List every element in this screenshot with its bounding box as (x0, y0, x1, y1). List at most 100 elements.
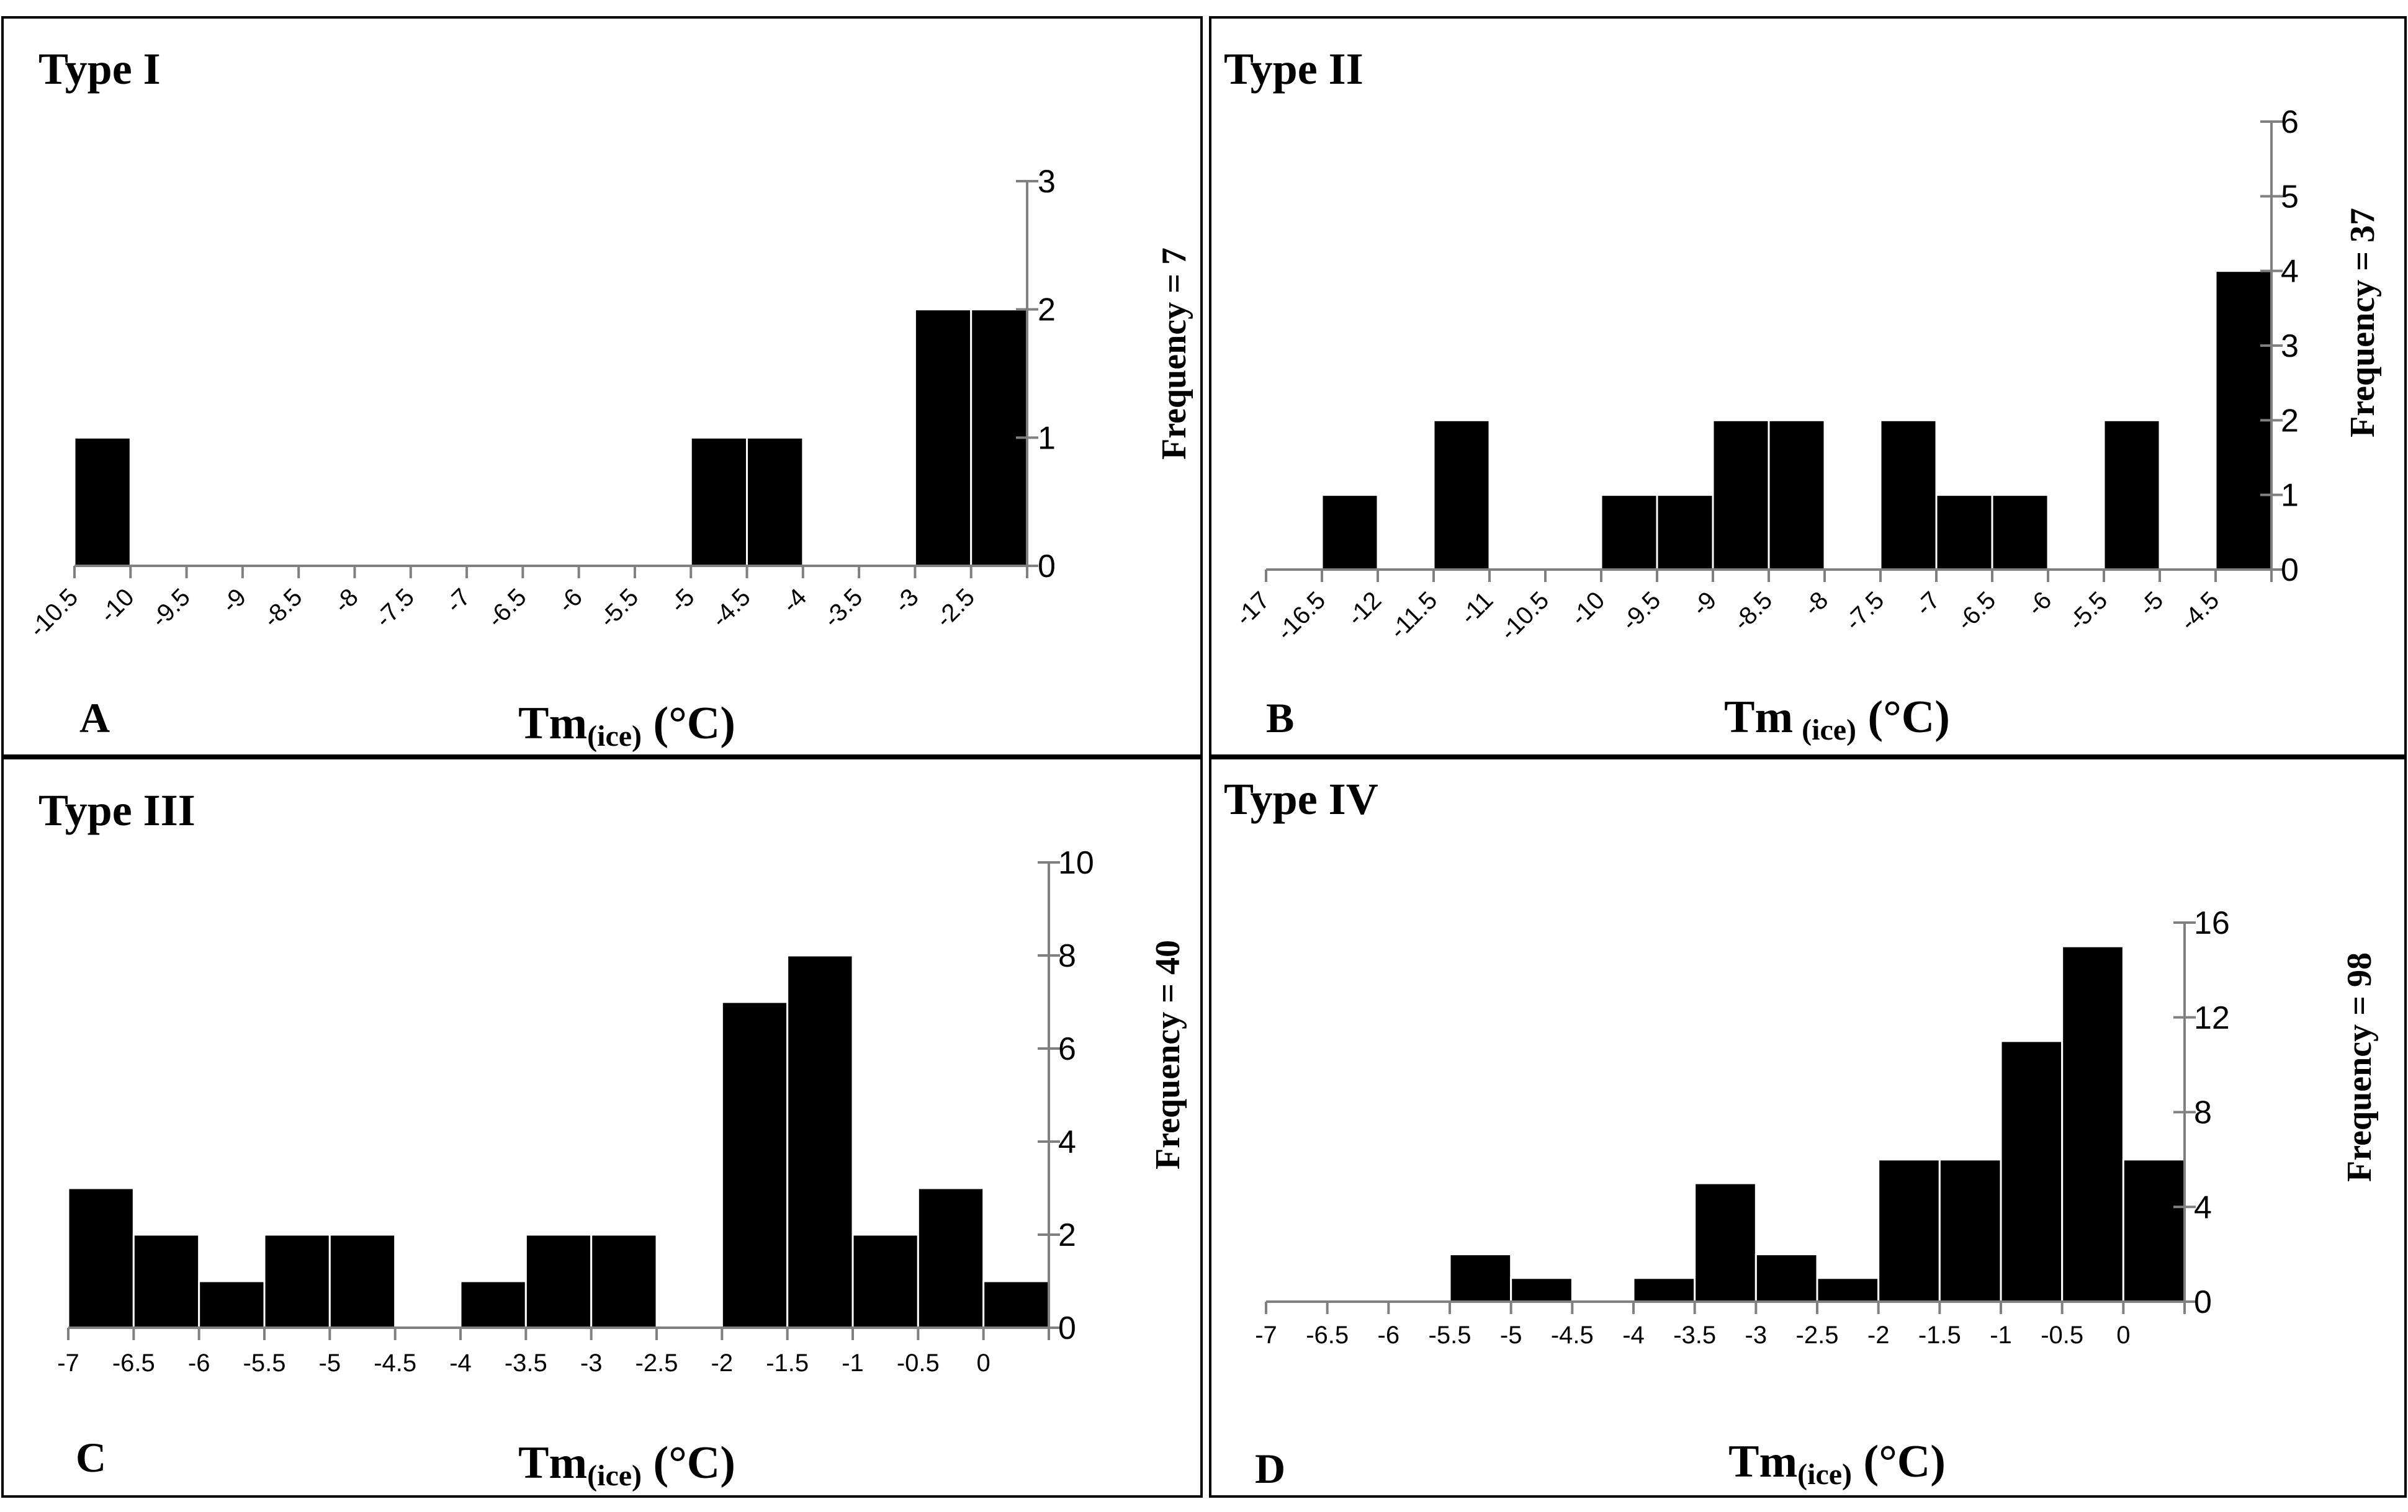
panel-a-bar (914, 308, 973, 567)
panel-d-y-tick-label: 16 (2194, 905, 2230, 941)
panel-c-x-tick-label: -3 (580, 1349, 603, 1377)
panel-b-x-tick-label: -4.5 (2175, 586, 2225, 636)
panel-d-x-tick-label: -6.5 (1306, 1322, 1349, 1349)
panel-a-y-tick-label: 1 (1038, 420, 1056, 456)
panel-b-y-tick-label: 1 (2281, 478, 2299, 514)
panel-c-bar (786, 954, 854, 1329)
panel-b-bar (1321, 494, 1379, 571)
panel-b-x-tick-label: -5.5 (2064, 586, 2113, 636)
panel-b-x-tick-label: -7.5 (1840, 586, 1890, 636)
panel-b-bar (1712, 419, 1770, 571)
panel-b: Type II B Tm (ice) (°C) Frequency = 37 -1… (1224, 44, 2382, 746)
panel-b-x-tick-label: -17 (1230, 586, 1275, 631)
panel-d-bar (1510, 1277, 1573, 1303)
panel-d-x-tick-label: -4 (1622, 1322, 1645, 1349)
panel-c-bar (328, 1233, 397, 1329)
panel-b-x-tick-label: -6.5 (1952, 586, 2001, 636)
panel-c-x-tick-label: -3.5 (505, 1349, 547, 1377)
panel-b-bar (1432, 419, 1491, 571)
panel-b-letter: B (1266, 694, 1294, 741)
panel-b-x-tick-label: -12 (1342, 586, 1386, 631)
panel-d-bar (1877, 1158, 1941, 1303)
panel-b-x-tick-label: -16.5 (1272, 586, 1331, 646)
panel-a-bar (746, 436, 804, 567)
panel-b-x-tick-label: -10.5 (1495, 586, 1555, 646)
panel-c-x-tick-label: -5.5 (243, 1349, 286, 1377)
panel-b-x-tick-label: -5 (2134, 586, 2168, 621)
panel-b-y-tick-label: 5 (2281, 179, 2299, 215)
panel-b-y-tick-label: 0 (2281, 552, 2299, 588)
panel-b-x-tick-label: -6 (2022, 586, 2057, 621)
panel-a-frame (1, 16, 1203, 757)
panel-a-x-tick-label: -8.5 (258, 583, 308, 633)
panel-a-x-tick-label: -10.5 (24, 583, 84, 643)
panel-c-bar (459, 1280, 527, 1329)
panel-b-x-tick-label: -9 (1687, 586, 1722, 621)
panel-b-bar (1991, 494, 2049, 571)
panel-d-y-tick-label: 12 (2194, 1000, 2230, 1036)
panel-c-bar (67, 1187, 135, 1329)
panel-c-x-tick-label: -7 (57, 1349, 79, 1377)
panel-c-y-tick-label: 8 (1058, 938, 1076, 974)
panel-b-y-tick-label: 3 (2281, 328, 2299, 364)
panel-b-frame (1209, 16, 2407, 757)
panel-c-bar (851, 1233, 919, 1329)
panel-c-title: Type III (38, 785, 195, 835)
panel-c-x-tick-label: -0.5 (897, 1349, 940, 1377)
panel-d-bar (1694, 1182, 1757, 1303)
panel-c-x-tick-label: -4 (449, 1349, 472, 1377)
panel-d-bar (1632, 1277, 1696, 1303)
panel-d-x-tick-label: -6 (1378, 1322, 1400, 1349)
panel-d-frame (1209, 757, 2407, 1498)
panel-d-y-tick-label: 0 (2194, 1284, 2212, 1320)
panel-d-x-tick-label: -5 (1500, 1322, 1522, 1349)
panel-a-x-tick-label: -9 (217, 583, 251, 618)
panel-b-bar (1935, 494, 1993, 571)
panel-d-bar (1938, 1158, 2002, 1303)
panel-c-bar (524, 1233, 593, 1329)
panel-a-x-tick-label: -7 (441, 583, 475, 618)
panel-a-x-axis-title: Tm(ice) (°C) (518, 698, 735, 753)
panel-b-bar (2103, 419, 2161, 571)
panel-d-x-tick-label: -0.5 (2041, 1322, 2083, 1349)
panel-b-x-tick-label: -8.5 (1728, 586, 1778, 636)
panel-c-bar (982, 1280, 1050, 1329)
panel-d-x-axis-title: Tm(ice) (°C) (1728, 1436, 1946, 1491)
panel-c-bar (198, 1280, 266, 1329)
panel-c-x-tick-label: -6.5 (112, 1349, 155, 1377)
panel-d-x-tick-label: 0 (2116, 1322, 2130, 1349)
panel-b-bar (1600, 494, 1658, 571)
panel-a-letter: A (79, 694, 110, 741)
panel-c-x-tick-label: -4.5 (374, 1349, 416, 1377)
panel-d-y-tick-label: 8 (2194, 1095, 2212, 1131)
panel-d-x-tick-label: -4.5 (1551, 1322, 1594, 1349)
panel-b-x-tick-label: -11 (1455, 586, 1498, 630)
panel-b-y-tick-label: 4 (2281, 254, 2299, 290)
panel-d-x-tick-label: -7 (1255, 1322, 1277, 1349)
panel-c-bar (721, 1001, 789, 1329)
panel-c-x-tick-label: -2 (711, 1349, 734, 1377)
panel-a-x-tick-label: -9.5 (146, 583, 195, 633)
panel-c-y-tick-label: 4 (1058, 1124, 1076, 1160)
panel-c-x-tick-label: 0 (977, 1349, 991, 1377)
panel-c-x-tick-label: -1 (842, 1349, 864, 1377)
panel-c-y-tick-label: 2 (1058, 1217, 1076, 1253)
panel-d-x-tick-label: -2 (1867, 1322, 1890, 1349)
panel-c-x-tick-label: -1.5 (766, 1349, 809, 1377)
panel-c-bar (263, 1233, 331, 1329)
panel-a-x-tick-label: -5 (665, 583, 699, 618)
panel-c-frame (1, 757, 1203, 1498)
panel-a-x-tick-label: -4.5 (706, 583, 756, 633)
panel-d-y-tick-label: 4 (2194, 1189, 2212, 1225)
panel-a-x-tick-label: -2.5 (930, 583, 980, 633)
panel-c-x-axis-title: Tm(ice) (°C) (518, 1438, 735, 1492)
panel-c-x-tick-label: -5 (319, 1349, 341, 1377)
panel-a: Type I A Tm(ice) (°C) Frequency = 7 -10.… (24, 44, 1193, 753)
panel-a-x-tick-label: -8 (329, 583, 364, 618)
panel-a-x-tick-label: -3.5 (819, 583, 868, 633)
panel-b-bar (1879, 419, 1938, 571)
panel-b-x-tick-label: -10 (1565, 586, 1610, 631)
panel-c-y-tick-label: 10 (1058, 845, 1094, 881)
panel-c-bar (590, 1233, 658, 1329)
panel-a-y-axis-title: Frequency = 7 (1155, 248, 1193, 460)
